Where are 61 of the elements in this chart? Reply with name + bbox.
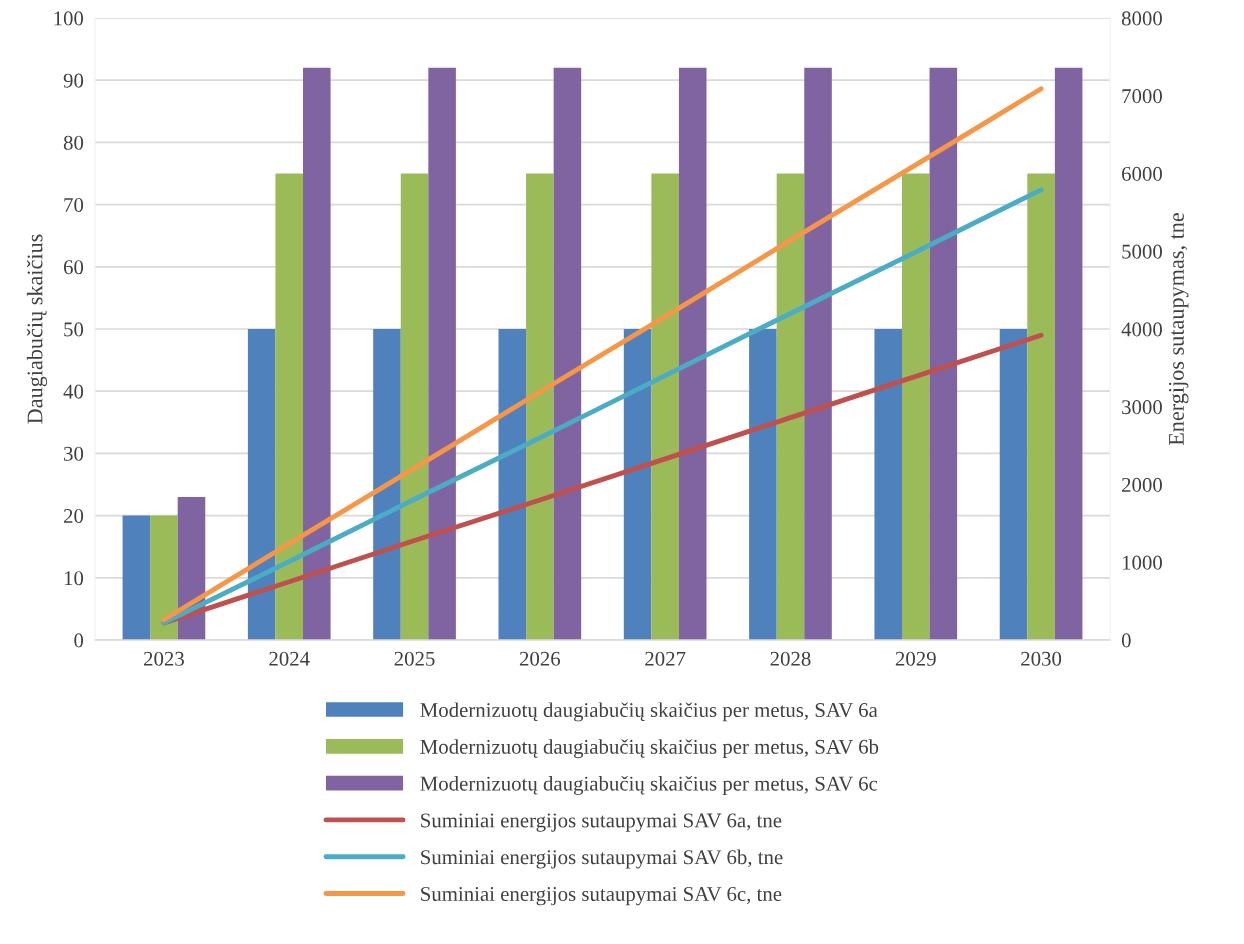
y-tick-label: 60 (63, 260, 84, 275)
bar (901, 173, 930, 640)
y2-tick-label: 4000 (1121, 322, 1162, 337)
x-tick-label: 2025 (394, 651, 435, 666)
y-tick-label: 50 (64, 322, 84, 337)
bar (122, 515, 151, 640)
y2-tick-label: 0 (1121, 633, 1131, 648)
legend-label: Suminiai energijos sutaupymai SAV 6b, tne (421, 849, 783, 869)
y-tick-label: 10 (64, 571, 84, 586)
line-series (161, 86, 1044, 623)
x-tick-label: 2030 (1021, 651, 1062, 666)
y-tick-label: 20 (63, 508, 84, 524)
y-tick-label: 80 (63, 135, 84, 150)
y-tick-label: 0 (74, 633, 84, 648)
y-tick-label: 70 (64, 197, 84, 213)
legend-label: Modernizuotų daugiabučių skaičius per metus, SAV 6a (420, 702, 878, 722)
x-tick-label: 2026 (519, 651, 561, 666)
y2-axis-title: Energijos sutaupymas, tne (1168, 213, 1189, 446)
y-axis-title: Daugiabučių skaičius (26, 234, 48, 424)
x-tick-label: 2023 (144, 651, 184, 666)
y2-tick-label: 1000 (1122, 555, 1162, 570)
legend-label: Modernizuotų daugiabučių skaičius per metus, SAV 6b (420, 739, 879, 759)
x-tick-label: 2027 (645, 651, 686, 666)
bar (150, 515, 178, 640)
bar (623, 329, 652, 640)
legend-label: Suminiai energijos sutaupymai SAV 6a, tne (421, 813, 782, 832)
bar (400, 173, 429, 640)
y-tick-label: 30 (64, 446, 84, 461)
legend-label: Modernizuotų daugiabučių skaičius per metus, SAV 6c (420, 775, 878, 795)
y-tick-label: 40 (63, 384, 84, 399)
bar (373, 329, 401, 640)
bar (999, 329, 1028, 640)
y2-tick-label: 3000 (1122, 400, 1162, 415)
bar (303, 67, 331, 640)
y2-tick-label: 8000 (1121, 11, 1162, 26)
bar (498, 329, 527, 640)
y2-tick-label: 5000 (1122, 244, 1162, 259)
bar (428, 67, 456, 640)
bar (1027, 173, 1055, 640)
bar (247, 329, 276, 640)
bar (804, 67, 832, 640)
legend-label: Suminiai energijos sutaupymai SAV 6c, tne (421, 887, 782, 906)
bar (526, 173, 554, 640)
bar (651, 173, 679, 640)
x-tick-label: 2024 (269, 651, 310, 666)
bar (553, 67, 582, 640)
y-tick-label: 90 (63, 73, 84, 88)
x-tick-label: 2029 (895, 651, 936, 666)
bar (275, 173, 304, 640)
bar (776, 173, 805, 640)
y2-tick-label: 7000 (1122, 89, 1162, 104)
bar (874, 329, 902, 640)
y-tick-label: 100 (54, 11, 84, 26)
y2-tick-label: 2000 (1122, 477, 1162, 492)
x-tick-label: 2028 (770, 651, 811, 666)
bar (749, 329, 777, 640)
line-series (161, 187, 1044, 626)
bar (678, 67, 707, 640)
y2-tick-label: 6000 (1122, 166, 1162, 181)
bar (929, 67, 958, 640)
bar (1054, 67, 1083, 640)
